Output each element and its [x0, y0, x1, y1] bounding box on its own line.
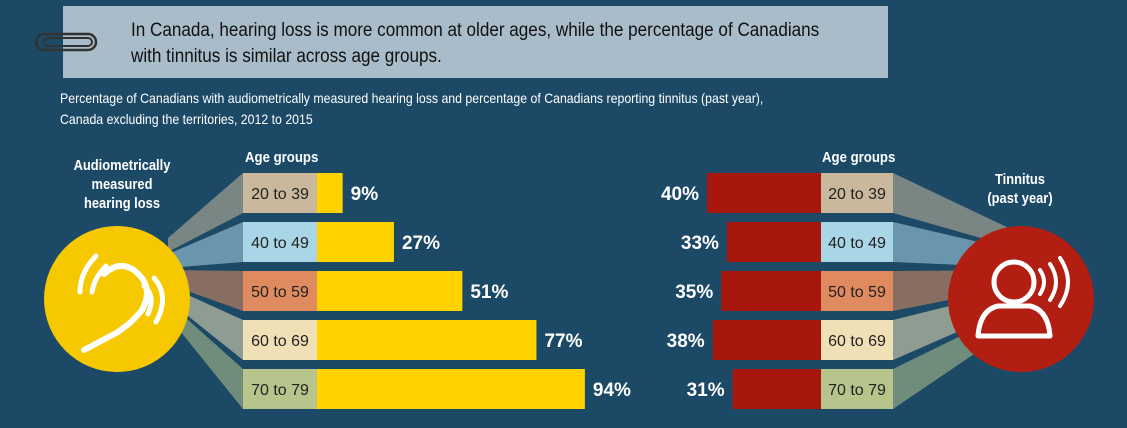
left-age-label-box	[243, 222, 317, 262]
left-age-label: 60 to 69	[251, 333, 309, 350]
left-connector-band	[168, 302, 243, 409]
tinnitus-value-label: 35%	[675, 282, 713, 303]
tinnitus-value-label: 33%	[681, 233, 719, 254]
subtitle-line-1: Percentage of Canadians with audiometric…	[60, 90, 764, 106]
hearing-loss-value-label: 94%	[593, 380, 631, 401]
right-age-label: 40 to 49	[828, 235, 886, 252]
hearing-loss-badge	[44, 226, 190, 372]
right-section-title: Tinnitus (past year)	[968, 170, 1071, 208]
right-age-label-box	[821, 320, 893, 360]
left-connector-band	[168, 173, 243, 252]
tinnitus-value-label: 31%	[687, 380, 725, 401]
right-age-label: 20 to 39	[828, 186, 886, 203]
hearing-loss-value-label: 77%	[544, 331, 582, 352]
right-age-label-box	[821, 271, 893, 311]
left-age-label: 70 to 79	[251, 382, 309, 399]
left-age-label-box	[243, 173, 317, 213]
chart-subtitle: Percentage of Canadians with audiometric…	[60, 88, 763, 130]
right-age-groups-heading: Age groups	[822, 149, 896, 166]
headline-banner: In Canada, hearing loss is more common a…	[63, 6, 888, 78]
hearing-loss-value-label: 9%	[351, 184, 379, 205]
left-title-line-2: measured	[91, 176, 153, 193]
right-title-line-1: Tinnitus	[995, 171, 1045, 188]
hearing-loss-bar	[317, 222, 394, 262]
left-connector-band	[168, 222, 243, 268]
hearing-loss-value-label: 27%	[402, 233, 440, 254]
tinnitus-bar	[726, 222, 821, 262]
left-age-label-box	[243, 271, 317, 311]
right-age-label-box	[821, 173, 893, 213]
right-age-label: 50 to 59	[828, 284, 886, 301]
left-age-label: 20 to 39	[251, 186, 309, 203]
tinnitus-value-label: 40%	[661, 184, 699, 205]
headline-line-1: In Canada, hearing loss is more common a…	[131, 20, 820, 41]
right-age-label: 60 to 69	[828, 333, 886, 350]
headline-line-2: with tinnitus is similar across age grou…	[131, 46, 442, 67]
left-section-title: Audiometrically measured hearing loss	[62, 156, 182, 213]
hearing-loss-bar	[317, 173, 343, 213]
left-age-label: 40 to 49	[251, 235, 309, 252]
tinnitus-bar	[732, 369, 821, 409]
subtitle-line-2: Canada excluding the territories, 2012 t…	[60, 111, 313, 127]
left-title-line-1: Audiometrically	[73, 157, 171, 174]
hearing-loss-value-label: 51%	[470, 282, 508, 303]
headline-text: In Canada, hearing loss is more common a…	[131, 18, 820, 70]
left-title-line-3: hearing loss	[83, 195, 160, 212]
tinnitus-bar	[707, 173, 821, 213]
tinnitus-badge	[948, 226, 1094, 372]
tinnitus-bar	[712, 320, 821, 360]
right-title-line-2: (past year)	[987, 190, 1053, 207]
tinnitus-bar	[721, 271, 821, 311]
hearing-loss-bar	[317, 271, 463, 311]
left-age-groups-heading: Age groups	[245, 149, 319, 166]
left-age-label-box	[243, 369, 317, 409]
left-age-label-box	[243, 320, 317, 360]
person-listening-icon	[975, 256, 1070, 339]
hearing-aid-icon	[77, 253, 165, 353]
tinnitus-value-label: 38%	[667, 331, 705, 352]
paperclip-icon	[34, 32, 98, 52]
hearing-loss-bar	[317, 320, 537, 360]
right-age-label-box	[821, 222, 893, 262]
right-age-label: 70 to 79	[828, 382, 886, 399]
right-age-label-box	[821, 369, 893, 409]
left-age-label: 50 to 59	[251, 284, 309, 301]
hearing-loss-bar	[317, 369, 585, 409]
